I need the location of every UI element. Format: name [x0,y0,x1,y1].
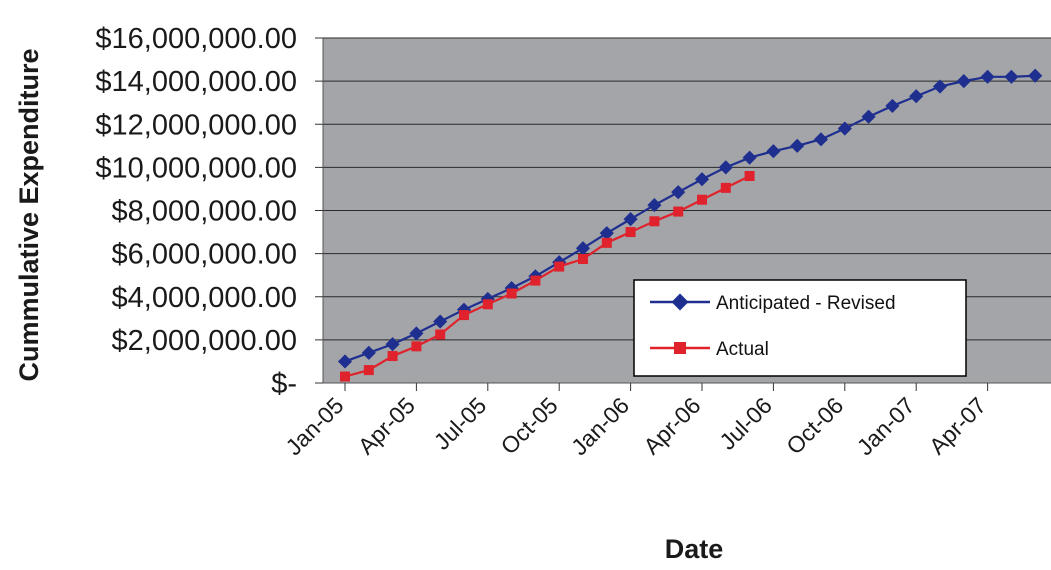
x-axis-title: Date [665,534,724,564]
series-anticipated-revised-point [433,314,448,329]
series-anticipated-revised-point [932,79,948,94]
y-tick-label: $12,000,000.00 [95,109,297,141]
series-anticipated-revised-point [885,98,900,113]
series-actual-point [459,310,469,321]
x-axis-ticks: Jan-05 Apr-05 Jul-05 Oct-05 Jan-06 Apr-06 Jul-… [280,383,991,460]
legend-marker-anticipated [671,293,689,311]
series-actual-point [340,371,350,382]
series-actual-point [744,171,755,181]
series-anticipated-revised-point [385,337,400,352]
y-tick-label: $6,000,000.00 [112,239,297,271]
series-actual-point [387,351,398,362]
legend-label-anticipated: Anticipated - Revised [716,293,896,314]
series-actual-point [363,365,374,376]
x-tick-label: Jan-06 [566,392,634,460]
series-actual-point [506,288,517,299]
y-tick-label: $16,000,000.00 [95,23,297,55]
series-anticipated-revised-point [766,144,781,159]
series-anticipated-revised-point [861,109,876,124]
y-tick-label: $2,000,000.00 [112,325,297,357]
series-actual-point [720,182,731,193]
x-tick-label: Jan-07 [852,392,920,460]
series-actual-point [697,194,707,205]
series-anticipated-revised-point [361,345,376,360]
series-group [337,68,1043,382]
series-anticipated-revised-point [718,160,733,175]
x-tick-label: Apr-05 [353,392,420,459]
series-anticipated-revised-point [647,198,662,213]
x-tick-label: Jul-05 [429,392,492,455]
y-tick-label: $10,000,000.00 [95,152,297,184]
legend-box [633,279,967,377]
series-actual-point [411,341,422,352]
y-tick-label: $8,000,000.00 [112,196,297,228]
series-anticipated-revised-point [1004,69,1019,84]
series-anticipated-revised-point [1028,68,1043,83]
series-anticipated-revised-point [742,150,757,165]
series-anticipated-revised-point [813,132,829,147]
y-tick-label: $14,000,000.00 [95,66,297,98]
legend: Anticipated - Revised Actual [633,279,967,377]
x-tick-label: Jan-05 [280,392,348,460]
series-anticipated-revised-point [837,121,852,136]
y-tick-label: $4,000,000.00 [112,282,297,314]
y-axis-title: Cummulative Expenditure [14,48,44,381]
series-anticipated-revised-point [623,212,638,227]
series-anticipated-revised-point [790,138,805,153]
legend-label-actual: Actual [716,339,769,360]
series-anticipated-revised-point [671,185,686,200]
series-anticipated-revised-point [956,74,971,89]
series-actual-point [435,329,446,340]
series-actual-point [649,216,660,227]
series-anticipated-revised-point [694,172,710,187]
y-axis-ticks: $- $2,000,000.00 $4,000,000.00 $6,000,000.0… [95,23,323,400]
x-tick-label: Jul-06 [714,392,777,455]
series-actual-point [625,227,636,238]
series-anticipated-revised-point [575,241,591,256]
series-actual-point [578,254,588,265]
x-tick-label: Oct-06 [781,392,848,459]
series-anticipated-revised-point [909,89,924,104]
series-anticipated-revised-point [409,326,424,341]
legend-marker-actual [674,342,686,354]
series-actual-point [482,299,493,310]
series-actual-point [554,261,565,272]
series-actual-point [530,275,541,286]
x-tick-label: Apr-07 [924,392,991,459]
series-anticipated-revised-point [980,69,995,84]
series-anticipated-revised-point [599,226,614,241]
x-tick-label: Oct-05 [496,392,563,459]
y-tick-label: $- [271,368,297,400]
series-anticipated-revised-point [337,354,353,369]
x-tick-label: Apr-06 [638,392,705,459]
series-actual-point [673,206,684,217]
series-actual-point [601,237,612,248]
